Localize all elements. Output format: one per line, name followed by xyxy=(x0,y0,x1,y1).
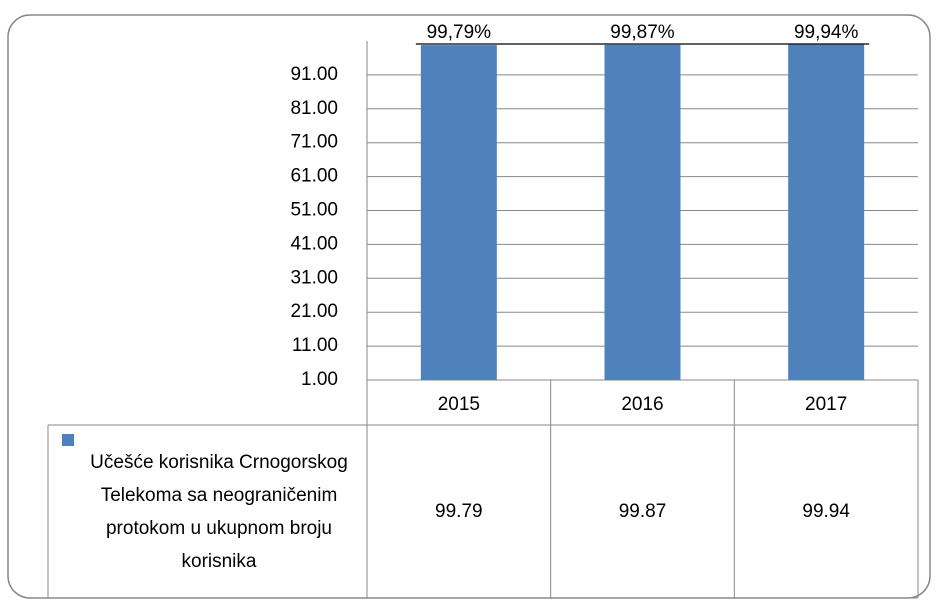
y-tick-label: 51.00 xyxy=(290,200,338,221)
legend-swatch xyxy=(62,434,74,446)
y-tick-label: 91.00 xyxy=(290,64,338,85)
y-tick-label: 21.00 xyxy=(290,301,338,322)
table-value: 99.79 xyxy=(435,501,483,522)
y-tick-label: 41.00 xyxy=(290,233,338,254)
y-tick-label: 71.00 xyxy=(290,132,338,153)
x-tick-label: 2016 xyxy=(621,394,663,415)
table-value: 99.94 xyxy=(802,501,850,522)
bar xyxy=(788,44,865,381)
data-label: 99,79% xyxy=(427,22,492,43)
y-tick-label: 11.00 xyxy=(292,335,338,356)
data-label: 99,87% xyxy=(610,22,675,43)
y-tick-label: 1.00 xyxy=(301,369,338,390)
legend-text: Učešće korisnika Crnogorskog Telekoma sa… xyxy=(72,425,366,598)
x-tick-label: 2017 xyxy=(805,394,847,415)
y-tick-label: 61.00 xyxy=(290,166,338,187)
bar xyxy=(420,45,497,380)
legend-label: Učešće korisnika Crnogorskog Telekoma sa… xyxy=(90,451,348,572)
y-tick-label: 81.00 xyxy=(290,98,338,119)
data-label: 99,94% xyxy=(794,22,859,43)
bar xyxy=(604,44,681,381)
x-tick-label: 2015 xyxy=(438,394,480,415)
y-tick-label: 31.00 xyxy=(290,267,338,288)
table-value: 99.87 xyxy=(619,501,667,522)
